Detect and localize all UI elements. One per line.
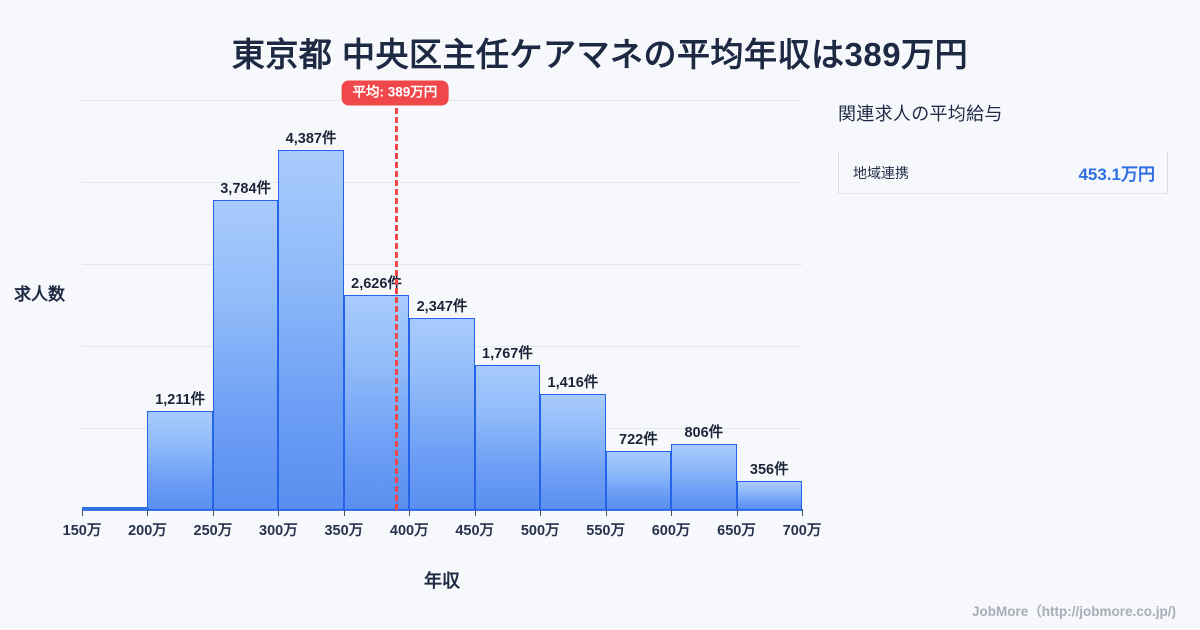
x-tick-label: 600万	[651, 523, 691, 539]
x-tick-mark	[212, 509, 214, 516]
x-tick-mark	[409, 509, 411, 516]
x-tick-mark	[147, 509, 149, 516]
mean-badge-label: 平均: 389万円	[341, 80, 449, 105]
related-jobs-panel: 関連求人の平均給与 地域連携 453.1万円	[838, 100, 1168, 194]
histogram-bar	[736, 480, 802, 510]
bar-value-label: 3,784件	[220, 180, 272, 197]
bar-value-label: 1,416件	[547, 374, 599, 391]
histogram-bar	[147, 410, 213, 510]
bar-value-label: 806件	[684, 424, 724, 441]
related-job-value: 453.1万円	[1078, 165, 1155, 184]
x-tick-mark	[671, 509, 673, 516]
x-tick-label: 650万	[717, 523, 756, 539]
gridline	[82, 264, 802, 265]
y-axis-title: 求人数	[14, 285, 65, 304]
histogram-bar	[605, 450, 672, 510]
histogram-bar	[474, 365, 541, 510]
bar-value-label: 722件	[619, 431, 658, 448]
bar-value-label: 4,387件	[285, 131, 337, 148]
x-tick-mark	[278, 509, 280, 516]
x-tick-label: 200万	[128, 523, 167, 539]
x-tick-mark	[802, 509, 803, 516]
salary-histogram-chart: 求人数 年収 150万 200万 250万 300万 350万 400万 450万 500万 5…	[14, 80, 822, 591]
histogram-bar	[540, 393, 606, 510]
histogram-bar	[212, 199, 279, 510]
x-tick-mark	[736, 509, 738, 516]
gridline	[82, 182, 802, 183]
x-tick-label: 550万	[586, 523, 625, 539]
side-panel-title: 関連求人の平均給与	[838, 104, 1003, 124]
bar-value-label: 2,347件	[416, 298, 468, 315]
footer-watermark: JobMore（http://jobmore.co.jp/)	[972, 604, 1176, 619]
side-panel-rows: 地域連携 453.1万円	[838, 152, 1168, 194]
x-axis-title: 年収	[424, 571, 460, 591]
x-tick-mark	[474, 509, 476, 516]
x-tick-label: 700万	[782, 523, 822, 539]
x-tick-label: 400万	[389, 523, 429, 539]
x-tick-mark	[343, 509, 345, 516]
x-tick-label: 450万	[455, 523, 495, 539]
x-axis-line	[82, 509, 803, 511]
bar-value-label: 1,767件	[482, 346, 533, 363]
related-job-label: 地域連携	[853, 164, 909, 181]
x-tick-mark	[605, 509, 607, 516]
bar-value-label: 356件	[749, 461, 789, 478]
x-tick-mark	[82, 509, 83, 516]
x-tick-label: 150万	[62, 523, 102, 539]
x-tick-mark	[540, 509, 542, 516]
x-tick-label: 250万	[193, 523, 233, 539]
page-title: 東京都 中央区主任ケアマネの平均年収は389万円	[231, 36, 969, 73]
x-tick-label: 500万	[520, 523, 560, 539]
x-tick-label: 300万	[259, 523, 298, 539]
histogram-bar	[671, 443, 737, 510]
related-job-row: 地域連携 453.1万円	[838, 152, 1168, 194]
histogram-bar	[409, 317, 475, 510]
x-tick-label: 350万	[324, 523, 364, 539]
histogram-bar	[82, 507, 148, 510]
histogram-bar	[343, 294, 410, 510]
histogram-bar	[278, 150, 344, 510]
bar-value-label: 2,626件	[351, 275, 402, 292]
mean-dashed-line	[394, 108, 398, 510]
bar-value-label: 1,211件	[155, 391, 206, 408]
